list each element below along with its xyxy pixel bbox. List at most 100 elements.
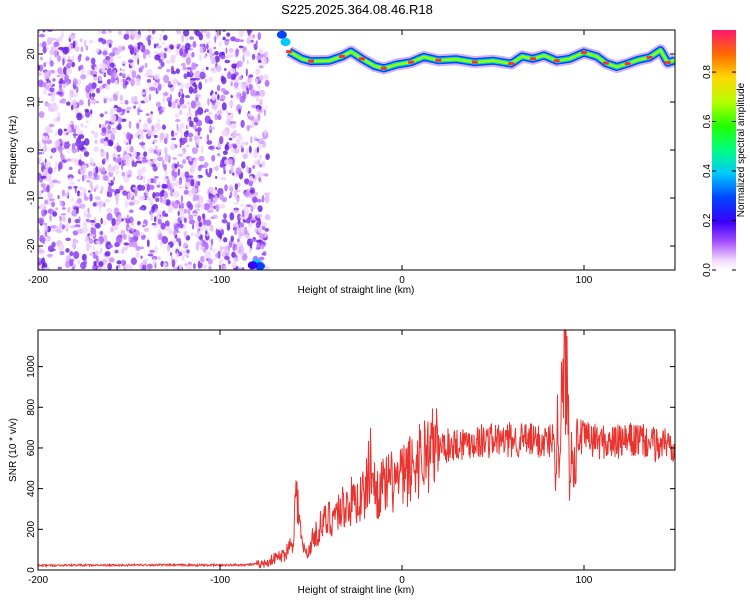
noise-blob [194,70,200,79]
noise-blob [107,185,112,193]
ridge-peak [553,59,560,63]
noise-blob [233,209,239,214]
noise-blob [244,234,251,239]
noise-blob [82,227,89,234]
noise-blob [99,250,102,254]
noise-blob [89,181,93,188]
ridge-peak [286,50,293,54]
noise-blob [215,228,218,236]
noise-blob [187,207,191,216]
noise-blob [194,157,200,161]
noise-blob [109,62,115,68]
noise-blob [162,92,169,96]
noise-blob [213,188,217,196]
noise-blob [158,256,161,260]
noise-blob [87,98,91,107]
noise-blob [197,135,201,144]
noise-blob [205,168,208,176]
noise-blob [91,82,97,90]
noise-blob [257,113,261,122]
y-tick-label: -10 [26,190,37,205]
noise-blobs [38,30,291,270]
noise-blob [208,265,212,270]
noise-blob [38,228,41,237]
noise-blob [73,264,76,269]
noise-blob [42,46,47,54]
noise-blob [135,245,141,251]
noise-blob [232,144,238,149]
x-tick-label: -200 [28,575,48,586]
noise-blob [170,45,174,50]
noise-blob [108,97,115,102]
noise-blob [240,82,247,90]
noise-blob [112,176,115,180]
noise-blob [219,163,224,168]
noise-blob [79,64,84,70]
noise-blob [242,54,245,63]
noise-blob [215,176,218,179]
noise-blob [52,78,56,82]
noise-blob [249,242,253,250]
noise-blob [68,166,73,171]
noise-blob [135,78,141,87]
noise-blob [50,155,53,159]
noise-blob [157,218,162,225]
noise-blob [163,74,170,84]
noise-blob [214,113,218,121]
noise-blob [38,246,42,255]
noise-blob [241,91,247,100]
noise-blob [124,264,129,270]
noise-blob [55,207,58,211]
noise-blob [231,148,235,154]
noise-blob [210,216,215,220]
noise-blob [197,165,202,172]
noise-blob [73,239,79,244]
noise-blob [265,153,270,160]
noise-blob [169,93,172,102]
noise-blob [67,217,72,224]
noise-blob [117,116,122,125]
noise-blob [91,92,96,98]
noise-blob [207,258,213,265]
noise-blob [177,168,181,176]
noise-blob [173,132,178,136]
noise-blob [58,161,63,170]
noise-blob [59,99,63,104]
noise-blob [187,124,190,130]
noise-blob [208,119,213,125]
noise-blob [161,106,165,111]
noise-blob [264,173,269,177]
noise-blob [245,204,252,208]
noise-blob [116,265,119,270]
noise-blob [186,112,193,118]
noise-blob [95,195,101,201]
ridge-peak [581,51,587,55]
noise-blob [38,217,45,225]
noise-blob [248,248,253,253]
noise-blob [75,207,79,214]
noise-blob [38,33,46,38]
noise-blob [243,229,248,236]
noise-blob [191,212,198,216]
noise-blob [214,55,220,63]
noise-blob [58,46,65,51]
noise-blob [45,126,51,134]
noise-blob [95,255,99,264]
noise-blob [204,161,208,169]
noise-blob [38,72,43,76]
noise-blob [64,223,70,231]
noise-blob [179,48,183,56]
noise-blob [184,181,191,188]
noise-blob [206,172,212,178]
noise-blob [106,151,109,160]
noise-blob [121,249,125,254]
noise-blob [78,99,84,106]
noise-blob [87,190,91,193]
noise-blob [85,56,90,61]
noise-blob [172,202,179,209]
noise-blob [173,224,179,232]
noise-blob [162,262,168,267]
noise-blob [227,71,232,80]
noise-blob [141,159,149,163]
noise-blob [214,35,217,44]
